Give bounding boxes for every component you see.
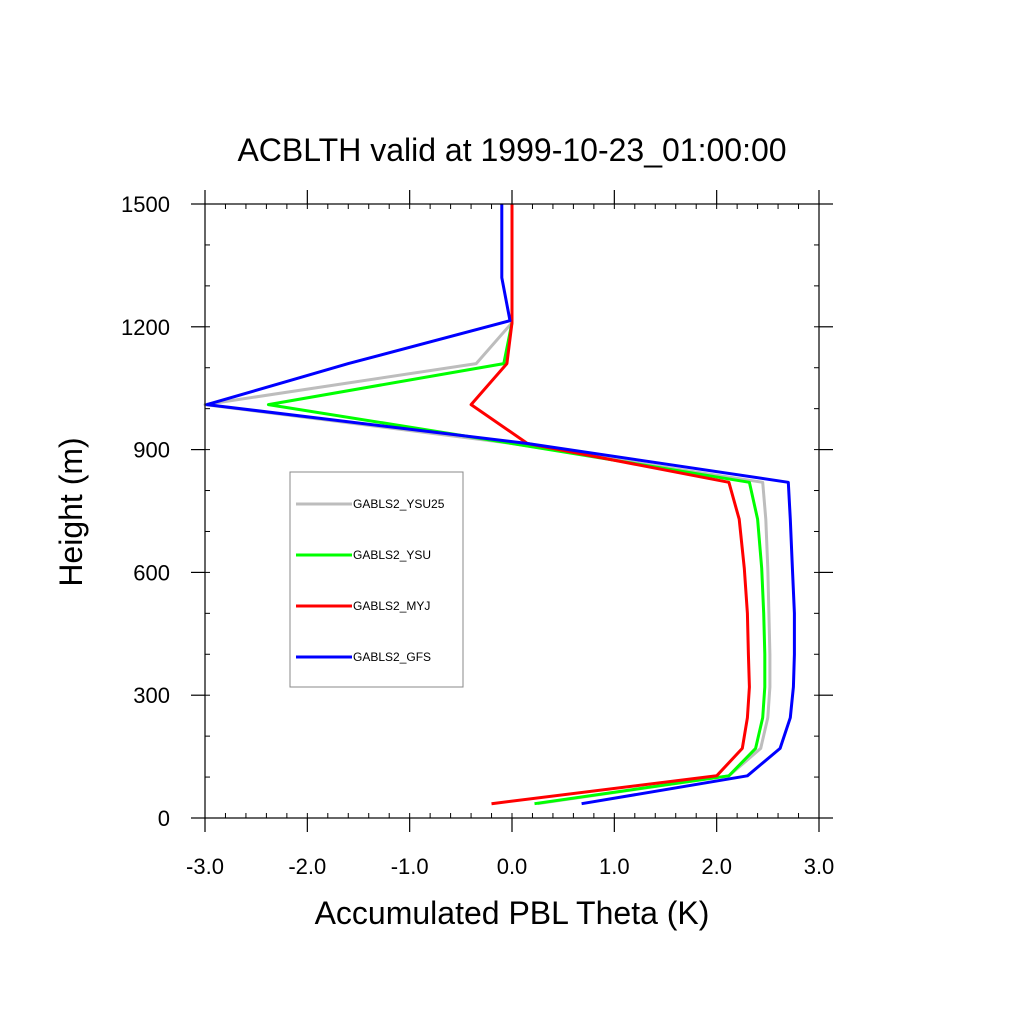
series-line-gabls2_gfs — [205, 204, 796, 806]
legend: GABLS2_YSU25 GABLS2_YSU GABLS2_MYJ GABLS2_G… — [289, 471, 464, 688]
legend-label: GABLS2_YSU25 — [353, 497, 445, 511]
chart-title: ACBLTH valid at 1999-10-23_01:00:00 — [237, 132, 786, 168]
y-tick-label: 0 — [158, 806, 170, 831]
legend-label: GABLS2_MYJ — [353, 599, 430, 613]
y-tick-label: 600 — [133, 560, 170, 585]
series-lines — [203, 204, 796, 806]
series-line-gabls2_ysu25 — [203, 204, 772, 806]
x-tick-label: -3.0 — [186, 854, 224, 879]
y-axis-label: Height (m) — [53, 437, 89, 586]
tick-labels: -3.0 -2.0 -1.0 0.0 1.0 2.0 3.0 0 300 600 900 1200 15… — [121, 192, 834, 879]
legend-box — [289, 471, 464, 688]
plot-frame — [204, 203, 820, 819]
y-tick-label: 1500 — [121, 192, 170, 217]
y-tick-label: 900 — [133, 438, 170, 463]
y-tick-label: 1200 — [121, 315, 170, 340]
y-tick-label: 300 — [133, 683, 170, 708]
x-tick-label: 1.0 — [599, 854, 630, 879]
legend-label: GABLS2_GFS — [353, 650, 431, 664]
series-line-gabls2_ysu — [266, 204, 767, 806]
x-tick-label: -1.0 — [391, 854, 429, 879]
x-tick-label: 3.0 — [804, 854, 835, 879]
legend-label: GABLS2_YSU — [353, 548, 431, 562]
x-tick-label: 0.0 — [497, 854, 528, 879]
x-axis-label: Accumulated PBL Theta (K) — [315, 895, 710, 931]
major-ticks — [191, 190, 833, 832]
x-tick-label: 2.0 — [701, 854, 732, 879]
series-line-gabls2_myj — [469, 204, 751, 806]
x-tick-label: -2.0 — [288, 854, 326, 879]
